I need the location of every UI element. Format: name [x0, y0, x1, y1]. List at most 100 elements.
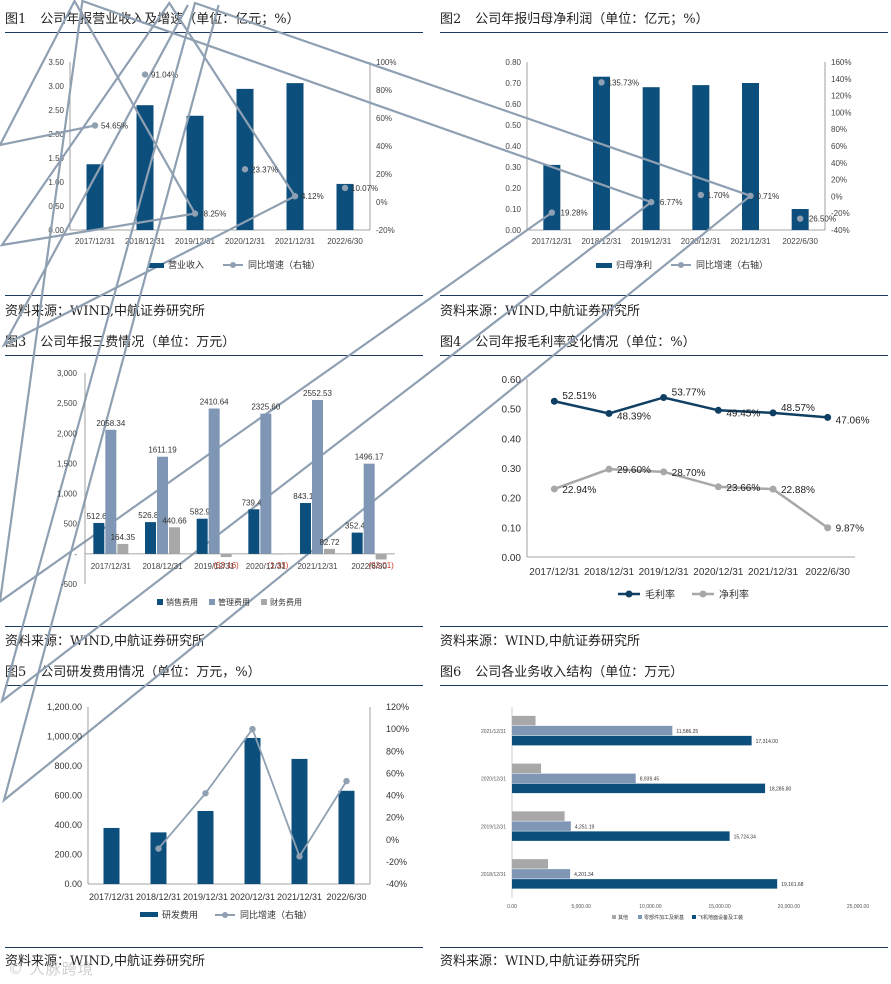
y2-tick-label: -40%	[831, 226, 850, 235]
data-label: -6.77%	[657, 198, 682, 207]
data-label: 29.60%	[617, 465, 651, 476]
legend-label: 财务费用	[270, 597, 302, 607]
source-note: 资料来源：WIND,中航证券研究所	[5, 304, 205, 319]
panel-fig2: 图2 公司年报归母净利润（单位：亿元；%） 资料来源：WIND,中航证券研究所	[440, 8, 888, 320]
y-tick-label: 0.50	[505, 121, 521, 130]
y-tick-label: 0.00	[505, 226, 521, 235]
x-tick-label: 20,000.00	[778, 904, 800, 910]
x-tick-label: 2018/12/31	[581, 237, 622, 246]
y-tick-label: 2021/12/31	[481, 729, 506, 735]
y2-tick-label: -40%	[386, 879, 407, 889]
data-label: 440.66	[162, 516, 187, 525]
y2-tick-label: -20%	[376, 226, 395, 235]
data-label: 1611.19	[148, 446, 177, 455]
data-label: 11,586.25	[676, 729, 698, 735]
series-line	[0, 0, 297, 348]
data-label: 2410.64	[200, 398, 229, 407]
bar	[512, 773, 636, 784]
line-point	[660, 468, 668, 476]
y-tick-label: 0.10	[505, 205, 521, 214]
panel-title: 图3 公司年报三费情况（单位：万元）	[5, 335, 236, 350]
bar	[157, 456, 168, 554]
bar	[338, 790, 355, 884]
line-point	[605, 465, 613, 473]
y2-tick-label: 140%	[831, 75, 851, 84]
y-tick-label: 0.00	[64, 879, 82, 889]
data-label: 9.87%	[836, 524, 864, 535]
data-label: (53.16)	[213, 561, 239, 570]
legend-marker	[699, 590, 707, 598]
y2-tick-label: 20%	[376, 170, 392, 179]
y-tick-label: 0.20	[502, 494, 522, 505]
legend-swatch-bar	[148, 263, 164, 268]
y2-tick-label: 120%	[831, 92, 851, 101]
bar	[324, 548, 335, 554]
source-note: 资料来源：WIND,中航证券研究所	[440, 304, 640, 319]
legend-label: 管理费用	[218, 597, 250, 607]
series-line	[554, 396, 828, 419]
bar	[512, 735, 752, 746]
bar	[543, 164, 561, 230]
panel-fig6: 图6 公司各业务收入结构（单位：万元） 资料来源：WIND,中航证券研究所	[440, 661, 888, 977]
bar	[512, 831, 730, 841]
data-label: 49.45%	[726, 408, 760, 419]
line-point	[550, 397, 558, 405]
x-tick-label: 2021/12/31	[277, 892, 322, 902]
bar	[105, 429, 117, 554]
bar	[512, 821, 571, 831]
x-tick-label: 2019/12/31	[639, 567, 689, 578]
data-label: 28.70%	[672, 468, 706, 479]
y2-tick-label: 0%	[386, 835, 399, 845]
x-tick-label: 2020/12/31	[681, 237, 722, 246]
panel-fig3: 图3 公司年报三费情况（单位：万元） 资料来源：WIND,中航证券研究所	[5, 331, 423, 649]
y2-tick-label: 20%	[831, 176, 847, 185]
line-point	[141, 71, 149, 78]
x-tick-label: 2019/12/31	[183, 892, 228, 902]
x-tick-label: 2019/12/31	[631, 237, 672, 246]
bar	[692, 85, 710, 230]
y-tick-label: -500	[61, 580, 78, 589]
y-tick-label: 0.50	[48, 202, 64, 211]
line-point	[296, 853, 303, 860]
y2-tick-label: 100%	[386, 724, 409, 734]
x-tick-label: 10,000.00	[639, 904, 661, 910]
series-line	[0, 0, 753, 804]
bar	[512, 879, 778, 889]
panel-title: 图4 公司年报毛利率变化情况（单位：%）	[440, 335, 696, 350]
y2-tick-label: 60%	[831, 142, 847, 151]
bar	[351, 532, 363, 554]
x-tick-label: 2022/6/30	[326, 892, 366, 902]
panel-fig5: 图5 公司研发费用情况（单位：万元，%） 资料来源：WIND,中航证券研究所	[5, 661, 423, 977]
legend-swatch-bar	[140, 912, 158, 917]
legend-label: 毛利率	[645, 588, 675, 601]
data-label: 4,251.19	[575, 824, 595, 830]
data-label: 48.39%	[617, 411, 651, 422]
y2-tick-label: 80%	[386, 746, 404, 756]
y2-tick-label: -20%	[831, 209, 850, 218]
legend-label: 净利率	[719, 588, 749, 601]
x-tick-label: 2020/12/31	[225, 237, 266, 246]
line-point	[697, 191, 705, 199]
series-line	[553, 467, 829, 529]
data-label: 582.92	[190, 508, 215, 517]
x-tick-label: 15,000.00	[708, 904, 730, 910]
y-tick-label: 1.50	[48, 154, 64, 163]
y-tick-label: 0.80	[505, 58, 521, 67]
x-tick-label: 2021/12/31	[297, 562, 338, 571]
data-label: -8.25%	[201, 210, 226, 219]
bar	[86, 164, 104, 230]
y-tick-label: 0.00	[502, 553, 522, 564]
line-point	[202, 790, 209, 797]
line-point	[714, 483, 722, 491]
legend-marker	[230, 262, 236, 268]
legend-marker	[222, 912, 228, 918]
y-tick-label: -	[74, 550, 77, 559]
line-point	[605, 409, 613, 417]
x-tick-label: 2020/12/31	[246, 562, 287, 571]
y2-tick-label: 0%	[831, 192, 843, 201]
data-label: 91.04%	[151, 71, 178, 80]
bar	[336, 183, 354, 230]
bar	[286, 83, 304, 231]
line-point	[660, 393, 668, 401]
